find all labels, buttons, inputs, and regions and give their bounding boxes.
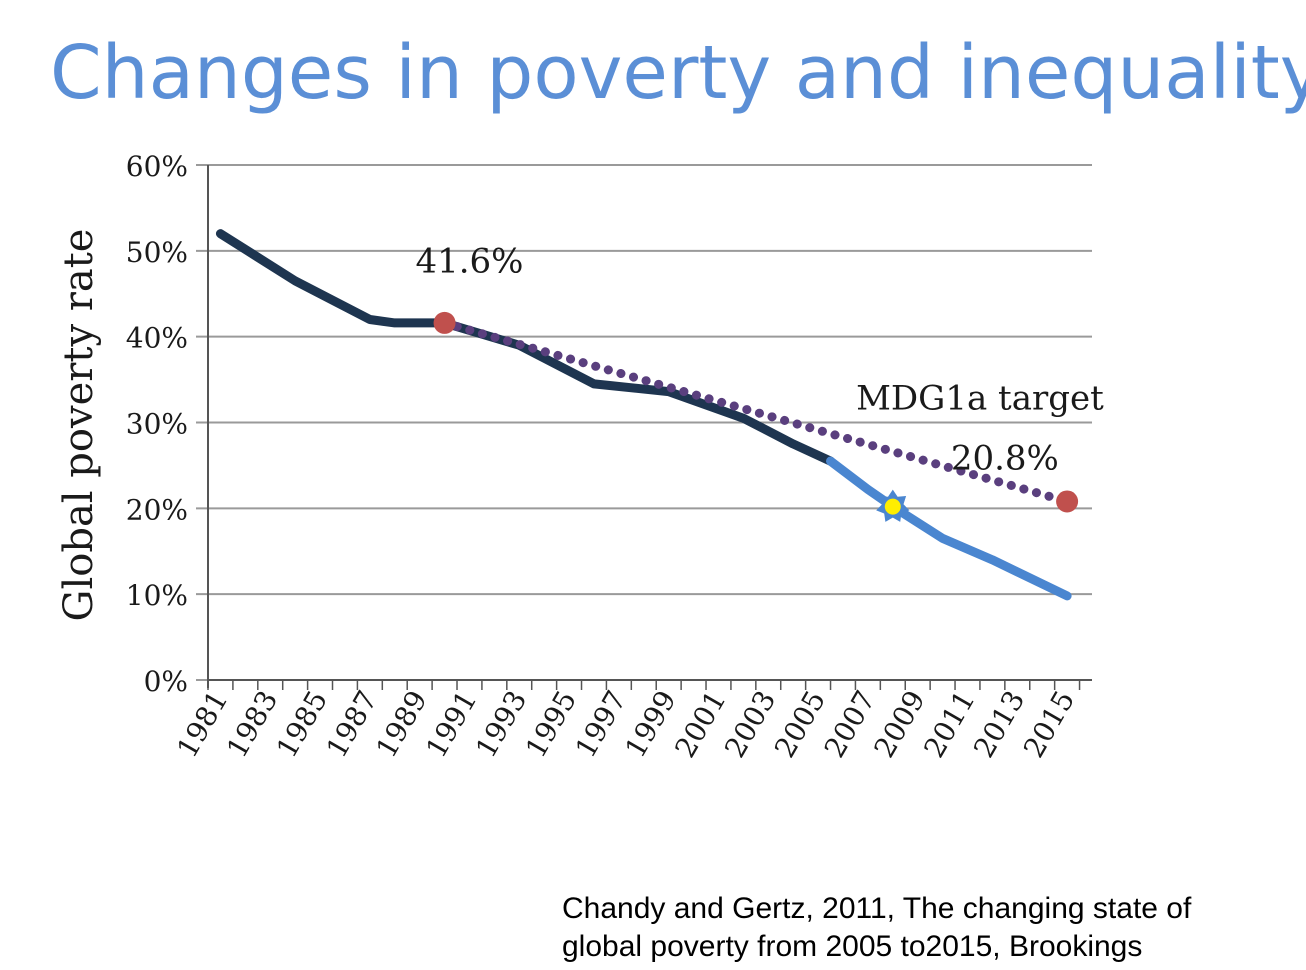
x-tick-label-1999: 1999 xyxy=(619,685,683,763)
point-markers xyxy=(433,311,1079,522)
x-tick-label-1995: 1995 xyxy=(519,685,583,763)
y-tick-label-40: 40% xyxy=(126,322,188,355)
x-tick-label-2011: 2011 xyxy=(917,685,981,763)
annotation-0: 41.6% xyxy=(415,241,523,281)
x-tick-label-1993: 1993 xyxy=(469,685,533,763)
x-tick-label-2003: 2003 xyxy=(718,685,782,763)
x-tick-label-2015: 2015 xyxy=(1017,685,1081,763)
x-tick-label-2013: 2013 xyxy=(967,685,1031,763)
annotation-1: MDG1a target xyxy=(856,379,1104,419)
y-tick-label-20: 20% xyxy=(126,493,188,526)
slide-title: Changes in poverty and inequality xyxy=(50,30,1306,116)
y-tick-label-50: 50% xyxy=(126,236,188,269)
series-line-2 xyxy=(440,318,1072,506)
x-tick-label-2007: 2007 xyxy=(818,685,882,763)
citation: Chandy and Gertz, 2011, The changing sta… xyxy=(562,890,1191,966)
annotation-2: 20.8% xyxy=(951,439,1059,479)
y-tick-label-60: 60% xyxy=(126,150,188,183)
x-tick-labels: 1981198319851987198919911993199519971999… xyxy=(170,685,1081,763)
y-tick-label-30: 30% xyxy=(126,408,188,441)
x-tick-label-2005: 2005 xyxy=(768,685,832,763)
marker-circle-1 xyxy=(1056,490,1079,513)
y-axis-label: Global poverty rate xyxy=(56,229,102,622)
x-tick-label-1987: 1987 xyxy=(320,685,384,763)
x-tick-label-1983: 1983 xyxy=(220,685,284,763)
series-line-0 xyxy=(215,229,836,466)
y-tick-labels: 0% 10% 20% 30% 40% 50% 60% xyxy=(126,150,188,698)
x-tick-label-2009: 2009 xyxy=(868,685,932,763)
citation-line-1: Chandy and Gertz, 2011, The changing sta… xyxy=(562,892,1192,925)
marker-star-2 xyxy=(884,498,901,515)
grid-lines xyxy=(196,164,1092,681)
x-tick-label-1997: 1997 xyxy=(569,685,633,763)
series-line-1 xyxy=(826,456,1072,601)
chart-annotations: 41.6% MDG1a target 20.8% xyxy=(415,241,1104,478)
series-lines xyxy=(215,229,1072,601)
x-tick-label-1991: 1991 xyxy=(419,685,483,763)
marker-circle-0 xyxy=(433,311,456,334)
y-tick-label-10: 10% xyxy=(126,579,188,612)
citation-line-2: global poverty from 2005 to2015, Brookin… xyxy=(562,930,1143,963)
x-tick-label-2001: 2001 xyxy=(668,685,732,763)
x-tick-label-1985: 1985 xyxy=(270,685,334,763)
y-tick-label-0: 0% xyxy=(144,665,188,698)
chart-axes xyxy=(207,165,1092,690)
x-tick-label-1989: 1989 xyxy=(370,685,434,763)
